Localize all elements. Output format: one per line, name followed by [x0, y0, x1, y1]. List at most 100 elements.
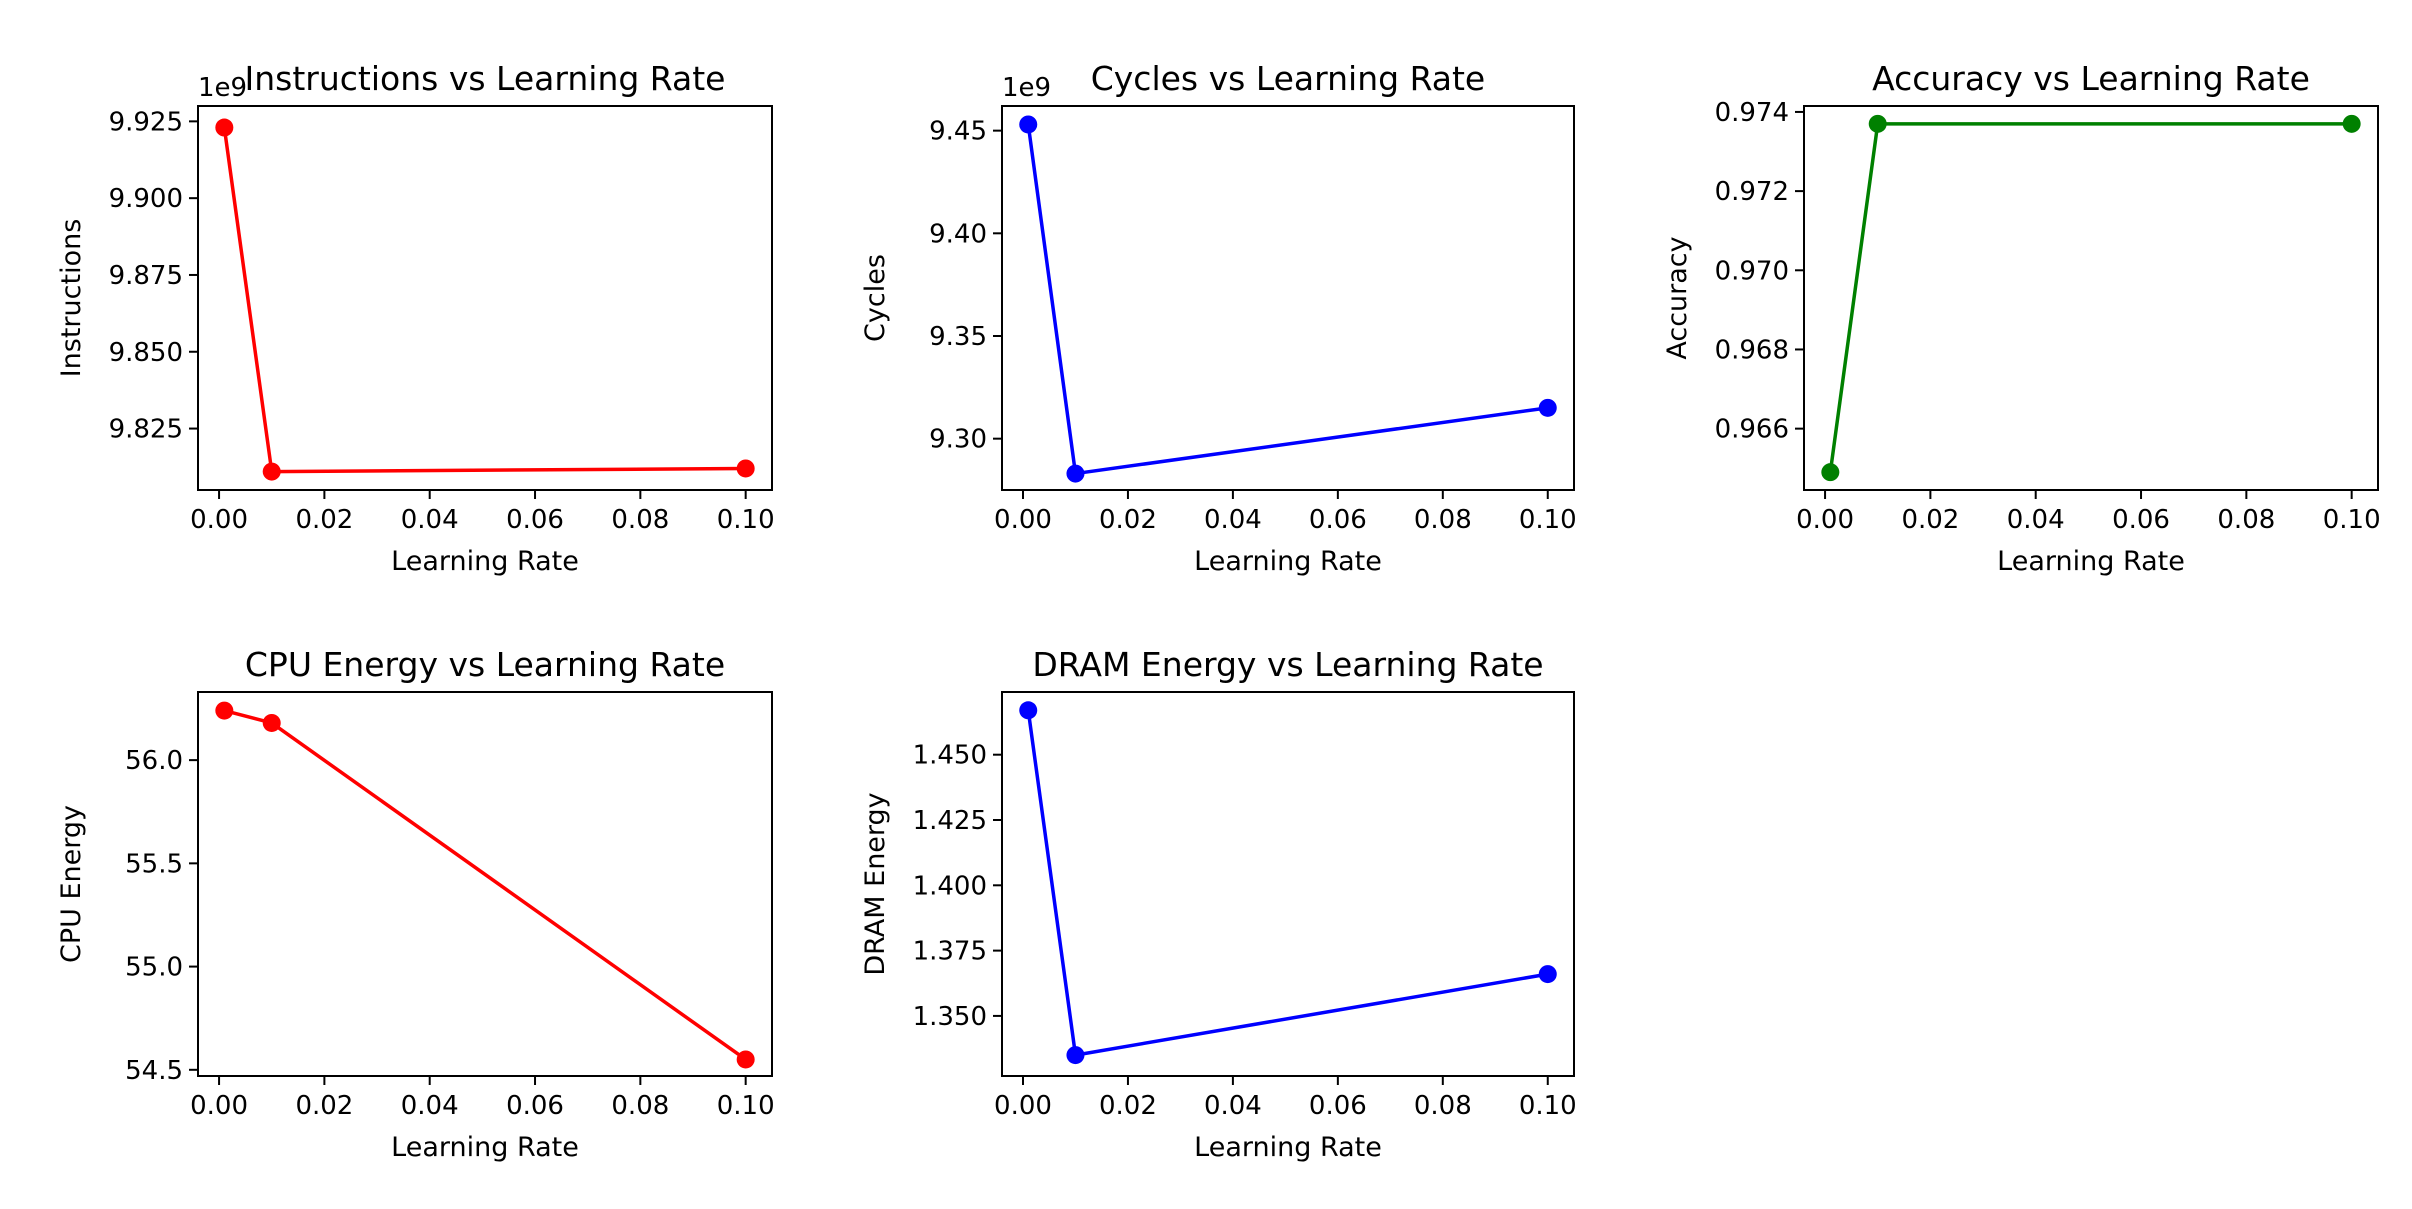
series-line — [223, 708, 747, 1061]
data-point — [1066, 464, 1085, 483]
data-point — [1066, 1046, 1085, 1065]
y-tick-label: 1.375 — [913, 937, 987, 967]
x-tick-label: 0.06 — [506, 505, 564, 535]
data-point — [2342, 114, 2361, 133]
y-offset-label: 1e9 — [1002, 73, 1051, 103]
data-point — [1538, 965, 1557, 984]
chart-title: Cycles vs Learning Rate — [1091, 59, 1486, 98]
data-point — [1019, 115, 1038, 134]
series-line — [1828, 122, 2352, 473]
data-point — [736, 459, 755, 478]
y-tick-label: 0.968 — [1715, 335, 1789, 365]
y-offset-label: 1e9 — [198, 73, 247, 103]
y-tick-label: 0.966 — [1715, 415, 1789, 445]
y-axis-label: Instructions — [56, 219, 87, 378]
data-point — [262, 462, 281, 481]
data-point — [215, 701, 234, 720]
y-tick-label: 1.450 — [913, 741, 987, 771]
x-tick-label: 0.02 — [1901, 505, 1959, 535]
x-tick-label: 0.08 — [611, 1091, 669, 1121]
x-tick-label: 0.10 — [717, 1091, 775, 1121]
x-tick-label: 0.10 — [1519, 1091, 1577, 1121]
y-tick-label: 0.970 — [1715, 256, 1789, 286]
y-axis-label: Cycles — [860, 254, 891, 342]
y-tick-label: 9.875 — [109, 261, 183, 291]
subplot-4: CPU Energy vs Learning Rate 0.00 0.02 0.04 0… — [56, 645, 775, 1163]
x-tick-label: 0.10 — [717, 505, 775, 535]
x-tick-label: 0.10 — [2323, 505, 2381, 535]
subplot-3: Accuracy vs Learning Rate 0.00 0.02 0.04 0.0… — [1662, 59, 2381, 577]
y-tick-label: 1.400 — [913, 871, 987, 901]
data-point — [1538, 398, 1557, 417]
y-tick-label: 9.45 — [929, 117, 987, 147]
x-tick-label: 0.00 — [190, 1091, 248, 1121]
y-tick-label: 9.900 — [109, 184, 183, 214]
chart-title: CPU Energy vs Learning Rate — [245, 645, 725, 684]
chart-title: DRAM Energy vs Learning Rate — [1032, 645, 1543, 684]
x-tick-label: 0.08 — [1414, 1091, 1472, 1121]
y-tick-label: 9.850 — [109, 338, 183, 368]
y-tick-label: 56.0 — [125, 746, 183, 776]
plot-frame — [197, 105, 773, 491]
data-point — [1019, 701, 1038, 720]
y-tick-label: 1.350 — [913, 1002, 987, 1032]
chart-title: Instructions vs Learning Rate — [245, 59, 726, 98]
x-axis-label: Learning Rate — [1997, 546, 2185, 577]
x-tick-label: 0.04 — [1204, 1091, 1262, 1121]
x-tick-label: 0.04 — [2007, 505, 2065, 535]
x-tick-label: 0.08 — [1414, 505, 1472, 535]
data-point — [736, 1050, 755, 1069]
chart-title: Accuracy vs Learning Rate — [1872, 59, 2310, 98]
subplot-5: DRAM Energy vs Learning Rate 0.00 0.02 0.04… — [860, 645, 1577, 1163]
x-tick-label: 0.00 — [994, 505, 1052, 535]
y-tick-label: 9.825 — [109, 415, 183, 445]
y-axis-label: Accuracy — [1662, 236, 1693, 359]
subplot-2: Cycles vs Learning Rate 0.00 0.02 0.04 0.06 0… — [860, 59, 1577, 577]
x-tick-label: 0.06 — [2112, 505, 2170, 535]
x-tick-label: 0.06 — [506, 1091, 564, 1121]
data-point — [1821, 463, 1840, 482]
x-axis-label: Learning Rate — [1194, 546, 1382, 577]
x-tick-label: 0.10 — [1519, 505, 1577, 535]
y-tick-label: 9.35 — [929, 322, 987, 352]
data-point — [262, 713, 281, 732]
x-tick-label: 0.04 — [401, 1091, 459, 1121]
y-tick-label: 54.5 — [125, 1056, 183, 1086]
y-axis-label: CPU Energy — [56, 805, 87, 963]
y-tick-label: 9.40 — [929, 219, 987, 249]
y-tick-label: 55.5 — [125, 849, 183, 879]
x-tick-label: 0.06 — [1309, 1091, 1367, 1121]
y-tick-label: 9.925 — [109, 107, 183, 137]
y-tick-label: 0.972 — [1715, 177, 1789, 207]
x-tick-label: 0.08 — [611, 505, 669, 535]
x-tick-label: 0.08 — [2217, 505, 2275, 535]
y-tick-label: 55.0 — [125, 953, 183, 983]
x-axis-label: Learning Rate — [391, 1132, 579, 1163]
x-tick-label: 0.00 — [1796, 505, 1854, 535]
plot-frame — [1001, 691, 1575, 1077]
x-tick-label: 0.02 — [295, 505, 353, 535]
x-tick-label: 0.04 — [1204, 505, 1262, 535]
x-tick-label: 0.04 — [401, 505, 459, 535]
plot-frame — [1001, 105, 1575, 491]
y-tick-label: 0.974 — [1715, 98, 1789, 128]
x-tick-label: 0.02 — [1099, 1091, 1157, 1121]
y-tick-label: 9.30 — [929, 425, 987, 455]
x-tick-label: 0.00 — [994, 1091, 1052, 1121]
x-tick-label: 0.02 — [295, 1091, 353, 1121]
series-line — [1026, 710, 1549, 1057]
subplot-1: Instructions vs Learning Rate 0.00 0.02 0.0… — [56, 59, 775, 577]
x-axis-label: Learning Rate — [391, 546, 579, 577]
plot-frame — [1803, 105, 2379, 491]
plot-frame — [197, 691, 773, 1077]
x-tick-label: 0.06 — [1309, 505, 1367, 535]
data-point — [215, 118, 234, 137]
x-tick-label: 0.02 — [1099, 505, 1157, 535]
series-line — [222, 127, 746, 474]
x-axis-label: Learning Rate — [1194, 1132, 1382, 1163]
y-axis-label: DRAM Energy — [860, 792, 891, 975]
x-tick-label: 0.00 — [190, 505, 248, 535]
series-line — [1026, 124, 1549, 476]
data-point — [1868, 114, 1887, 133]
